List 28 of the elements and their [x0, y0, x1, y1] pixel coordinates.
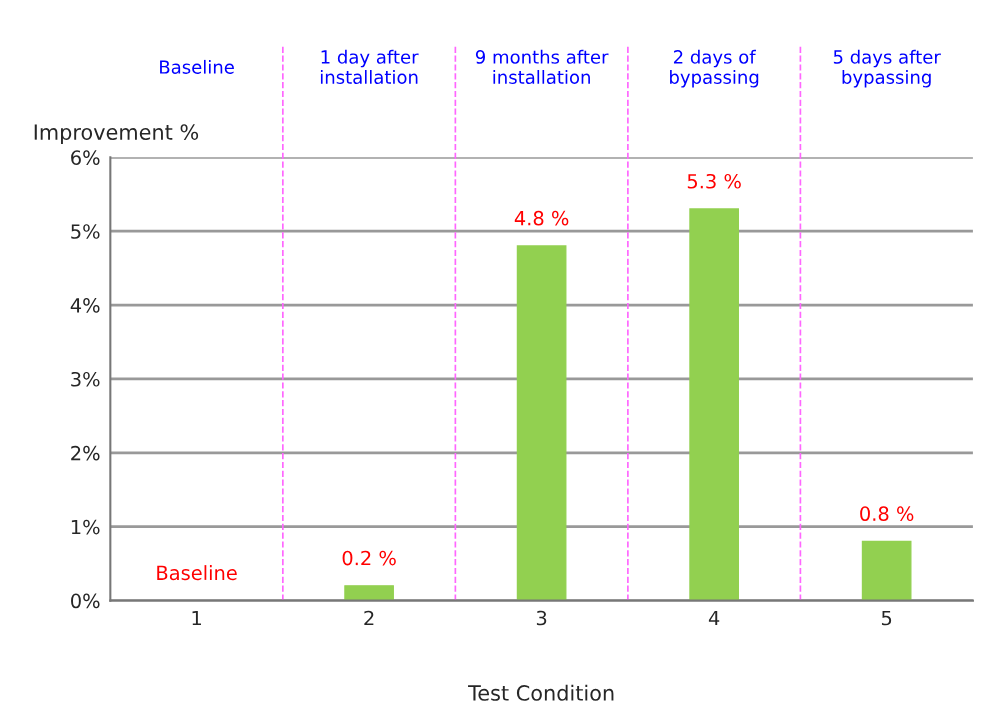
bar: [344, 585, 394, 601]
y-tick-label: 1%: [71, 519, 100, 535]
bar: [516, 245, 567, 601]
data-label: 5.3 %: [687, 173, 741, 189]
bar: [861, 540, 912, 601]
y-tick-label: 2%: [71, 445, 100, 461]
y-axis-title: Improvement %: [34, 124, 199, 144]
text: Baseline: [160, 59, 234, 74]
y-tick-label: 0%: [71, 593, 100, 609]
x-tick-label: 5: [881, 610, 892, 626]
y-tick-label: 4%: [70, 298, 100, 313]
x-axis-title: Test Condition: [468, 684, 614, 701]
data-label: 0.2 %: [342, 550, 396, 566]
y-tick-label: 3%: [71, 371, 100, 387]
x-tick-label: 3: [536, 610, 547, 626]
y-tick-label: 6%: [71, 150, 100, 165]
text: 5 days after bypassing: [833, 49, 941, 88]
text: 1 day after installation: [320, 49, 419, 84]
x-tick-label: 2: [364, 610, 374, 626]
text: 9 months after installation: [475, 49, 609, 84]
x-tick-label: 4: [708, 610, 720, 626]
bar: [689, 208, 739, 601]
y-tick-label: 5%: [71, 224, 100, 239]
data-label: 4.8 %: [514, 210, 569, 226]
data-label: Baseline: [157, 565, 237, 581]
data-label: 0.8 %: [860, 506, 914, 522]
x-tick-label: 1: [192, 610, 201, 626]
text: 2 days of bypassing: [670, 49, 759, 88]
